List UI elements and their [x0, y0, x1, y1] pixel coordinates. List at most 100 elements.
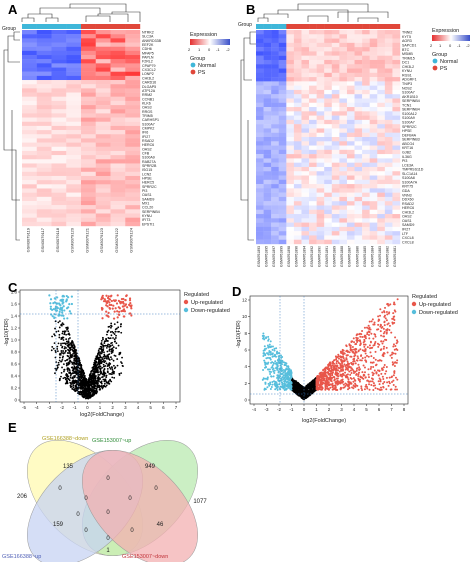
- heatmap-cell: [66, 188, 82, 193]
- heatmap-cell: [286, 226, 295, 232]
- heatmap-cell: [377, 154, 386, 159]
- heatmap-cell: [369, 235, 378, 240]
- heatmap-cell: [339, 188, 348, 193]
- heatmap-cell: [392, 55, 401, 61]
- heatmap-cell: [309, 196, 317, 202]
- heatmap-cell: [81, 192, 96, 198]
- heatmap-cell: [384, 102, 393, 108]
- volcano-c-ytick: 1.2: [11, 326, 18, 331]
- heatmap-cell: [286, 51, 295, 56]
- heatmap-cell: [95, 159, 111, 164]
- heatmap-cell: [36, 113, 52, 118]
- sample-label: GSM3079122: [114, 227, 119, 252]
- heatmap-cell: [339, 209, 348, 215]
- heatmap-cell: [392, 184, 401, 189]
- heatmap-cell: [286, 119, 295, 125]
- heatmap-cell: [339, 94, 348, 99]
- heatmap-cell: [384, 175, 393, 180]
- heatmap-cell: [324, 107, 332, 112]
- heatmap-cell: [263, 231, 272, 236]
- heatmap-cell: [301, 102, 310, 108]
- heatmap-cell: [309, 222, 317, 228]
- heatmap-cell: [346, 77, 355, 82]
- heatmap-cell: [309, 34, 317, 39]
- heatmap-cell: [362, 158, 370, 163]
- heatmap-cell: [293, 42, 302, 48]
- gene-label: SERPINB4: [142, 210, 160, 214]
- volcano-c-ytick: 0.2: [11, 386, 18, 391]
- gene-label: IFI27: [402, 228, 410, 232]
- heatmap-cell: [125, 59, 141, 64]
- heatmap-cell: [271, 205, 279, 210]
- heatmap-cell: [110, 125, 126, 131]
- heatmap-cell: [301, 98, 310, 103]
- heatmap-cell: [286, 235, 295, 240]
- heatmap-cell: [354, 68, 363, 73]
- heatmap-cell: [66, 163, 82, 168]
- heatmap-cell: [293, 115, 302, 121]
- sample-labels-b: GSM4761893 GSM4761895 GSM4761897 GSM4761899…: [257, 246, 397, 267]
- heatmap-cell: [263, 119, 272, 125]
- heatmap-cell: [346, 30, 355, 35]
- heatmap-cell: [316, 30, 325, 35]
- heatmap-cell: [362, 30, 370, 35]
- heatmap-cell: [81, 134, 96, 139]
- heatmap-cell: [286, 94, 295, 99]
- gene-label: CFB: [142, 151, 150, 155]
- group-cell: [263, 24, 272, 29]
- heatmap-cell: [95, 42, 111, 47]
- heatmap-cell: [362, 171, 370, 176]
- heatmap-cell: [369, 184, 378, 189]
- legend-normal-label-b: Normal: [440, 59, 458, 65]
- heatmap-cell: [331, 81, 340, 86]
- heatmap-cell: [316, 192, 325, 198]
- heatmap-cell: [339, 47, 348, 52]
- heatmap-cell: [324, 141, 332, 146]
- group-cell: [95, 24, 111, 29]
- heatmap-cell: [392, 47, 401, 52]
- gene-label: S100A7: [402, 91, 415, 95]
- heatmap-cell: [66, 34, 82, 39]
- heatmap-cell: [331, 231, 340, 236]
- heatmap-cell: [392, 192, 401, 198]
- heatmap-cells-a: [22, 24, 141, 227]
- heatmap-cell: [301, 235, 310, 240]
- heatmap-cell: [110, 34, 126, 39]
- heatmap-cell: [316, 77, 325, 82]
- heatmap-cell: [309, 175, 317, 180]
- heatmap-cell: [95, 200, 111, 206]
- heatmap-cell: [278, 162, 287, 168]
- heatmap-cell: [339, 38, 348, 44]
- heatmap-cell: [377, 132, 386, 138]
- heatmap-cell: [286, 192, 295, 198]
- gene-label: IFI6: [142, 131, 148, 135]
- heatmap-cell: [66, 38, 82, 43]
- heatmap-cell: [81, 167, 96, 172]
- heatmap-cell: [392, 98, 401, 103]
- heatmap-cell: [51, 205, 67, 210]
- heatmap-cell: [22, 121, 37, 127]
- heatmap-cell: [377, 98, 386, 103]
- gene-label: MX1: [142, 202, 149, 206]
- heatmap-cell: [384, 64, 393, 69]
- heatmap-cell: [286, 145, 295, 151]
- volcano-d-ytick: 6: [244, 348, 247, 353]
- heatmap-cell: [286, 81, 295, 86]
- heatmap-cell: [377, 64, 386, 69]
- panel-label-c: C: [8, 280, 18, 295]
- heatmap-cell: [301, 154, 310, 159]
- heatmap-cell: [331, 239, 340, 245]
- heatmap-cell: [51, 30, 67, 35]
- heatmap-cell: [346, 102, 355, 108]
- heatmap-cell: [369, 124, 378, 129]
- heatmap-cell: [125, 105, 141, 110]
- heatmap-cell: [256, 59, 264, 65]
- heatmap-cell: [95, 130, 111, 135]
- heatmap-cell: [339, 128, 348, 133]
- heatmap-cell: [384, 179, 393, 185]
- gene-label: RSAD2: [142, 139, 154, 143]
- heatmap-cell: [125, 209, 141, 214]
- heatmap-cell: [301, 218, 310, 223]
- heatmap-cell: [362, 239, 370, 245]
- heatmap-cell: [125, 188, 141, 193]
